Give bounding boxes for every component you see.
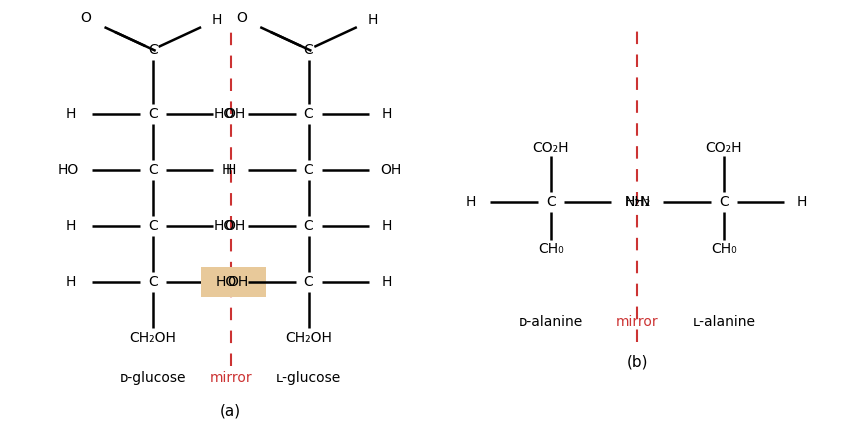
Text: OH: OH (224, 219, 246, 233)
Text: HO: HO (214, 219, 234, 233)
Text: O: O (81, 11, 91, 25)
Text: C: C (148, 219, 158, 233)
Text: OH: OH (224, 107, 246, 121)
Text: HO: HO (216, 275, 237, 289)
Text: ʟ-alanine: ʟ-alanine (693, 315, 755, 329)
Text: H: H (226, 163, 236, 177)
Text: ᴅ-glucose: ᴅ-glucose (120, 371, 186, 385)
Text: H: H (381, 107, 391, 121)
Text: (a): (a) (220, 403, 241, 418)
Text: ʟ-glucose: ʟ-glucose (276, 371, 341, 385)
Text: (b): (b) (627, 355, 648, 370)
Text: H: H (797, 195, 807, 209)
Text: C: C (546, 195, 556, 209)
Text: H: H (212, 13, 222, 27)
Text: NH₂: NH₂ (624, 195, 650, 209)
Text: O: O (236, 11, 247, 25)
Text: ᴅ-alanine: ᴅ-alanine (519, 315, 583, 329)
Text: H: H (65, 107, 76, 121)
Text: H: H (368, 13, 378, 27)
Text: C: C (148, 275, 158, 289)
Text: CH₀: CH₀ (711, 242, 737, 257)
Text: C: C (304, 163, 313, 177)
Text: C: C (304, 42, 313, 56)
Text: CH₀: CH₀ (538, 242, 563, 257)
Text: H: H (381, 219, 391, 233)
Text: H: H (65, 219, 76, 233)
Text: C: C (304, 107, 313, 121)
Text: CO₂H: CO₂H (533, 141, 569, 155)
Text: CH₂OH: CH₂OH (285, 332, 332, 346)
Text: C: C (304, 275, 313, 289)
Text: C: C (148, 163, 158, 177)
Text: C: C (304, 219, 313, 233)
FancyBboxPatch shape (201, 267, 252, 297)
Text: OH: OH (380, 163, 401, 177)
Text: C: C (148, 42, 158, 56)
FancyBboxPatch shape (209, 267, 266, 297)
Text: mirror: mirror (616, 315, 659, 329)
Text: C: C (719, 195, 729, 209)
Text: mirror: mirror (209, 371, 252, 385)
Text: HO: HO (214, 107, 234, 121)
Text: HO: HO (57, 163, 79, 177)
Text: H: H (381, 275, 391, 289)
Text: H: H (466, 195, 477, 209)
Text: CH₂OH: CH₂OH (129, 332, 176, 346)
Text: H: H (221, 163, 232, 177)
Text: C: C (148, 107, 158, 121)
Text: OH: OH (227, 275, 248, 289)
Text: H: H (65, 275, 76, 289)
Text: CO₂H: CO₂H (706, 141, 742, 155)
Text: H₂N: H₂N (624, 195, 650, 209)
